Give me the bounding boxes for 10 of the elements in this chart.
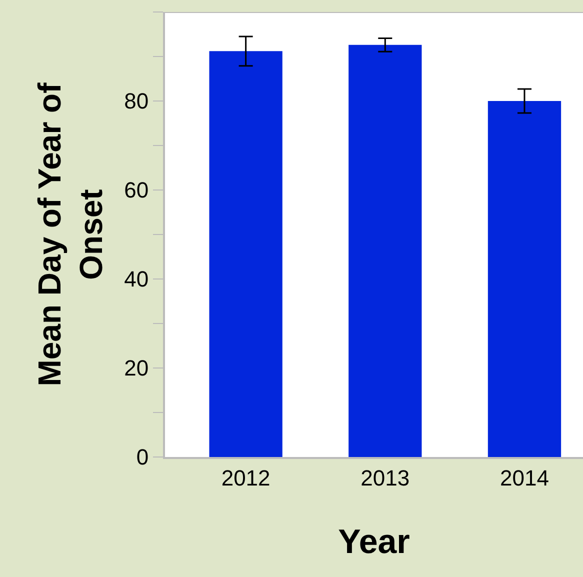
y-tick-label: 40: [124, 266, 149, 292]
x-tick-label: 2012: [221, 465, 270, 490]
x-axis-title: Year: [338, 523, 410, 562]
y-tick-label: 80: [124, 88, 149, 114]
y-tick-label: 20: [124, 356, 149, 381]
y-tick-label: 60: [124, 178, 149, 203]
x-tick-label: 2013: [360, 465, 410, 490]
x-tick-label: 2014: [500, 465, 549, 490]
y-axis-title: Mean Day of Year of Onset: [31, 82, 109, 386]
y-tick-label: 0: [136, 444, 149, 470]
